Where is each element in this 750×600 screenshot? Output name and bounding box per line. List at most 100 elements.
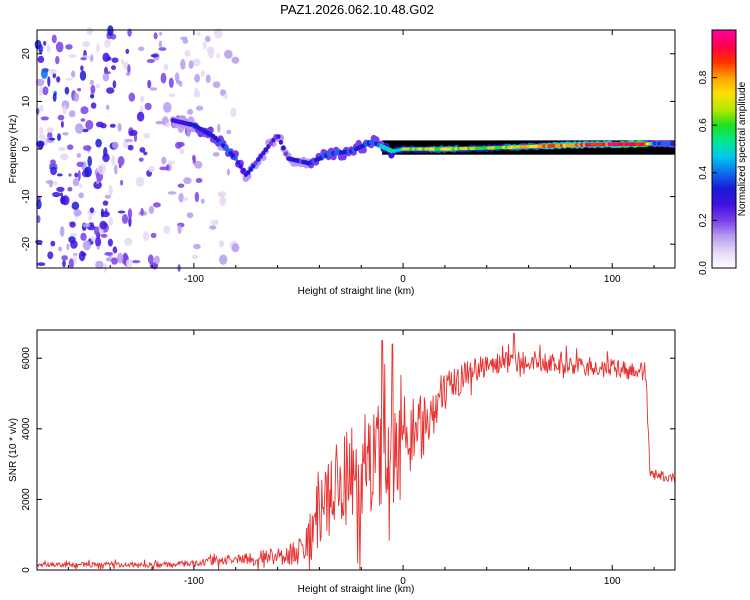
y-tick-label: 10 <box>21 95 32 107</box>
spectrogram-cell <box>168 93 176 98</box>
spectrogram-cell <box>95 138 102 148</box>
spectrogram-cell <box>90 235 97 242</box>
spectrogram-cell <box>143 151 148 156</box>
spectrogram-cell <box>85 120 94 130</box>
spectrogram-cell <box>53 181 58 186</box>
y-tick-label: 0 <box>21 567 32 573</box>
spectrogram-cell <box>216 53 220 59</box>
y-tick-label: -10 <box>21 189 32 204</box>
spectrogram-cell <box>55 56 60 65</box>
spectrogram-cell <box>163 225 171 234</box>
spectrogram-cell <box>140 207 144 216</box>
colorbar-tick-label: 0.4 <box>698 165 709 179</box>
spectrogram-cell <box>71 70 76 78</box>
x-tick-label: 100 <box>604 274 621 285</box>
spectrogram-cell <box>87 155 92 167</box>
spectrogram-cell <box>76 153 82 158</box>
spectrogram-cell <box>150 53 159 58</box>
spectrogram-cell <box>168 77 174 89</box>
spectrogram-cell <box>192 58 201 67</box>
snr-series-line <box>36 333 676 571</box>
spectrogram-cell <box>147 254 154 265</box>
spectrogram-cell <box>219 254 228 265</box>
spectrogram-cell <box>47 251 54 260</box>
spectrogram-cell <box>48 137 56 141</box>
spectrogram-cell <box>112 141 119 149</box>
spectrogram-cell <box>148 165 155 173</box>
spectrogram-cell <box>140 95 145 103</box>
spectrogram-cell <box>148 205 155 214</box>
spectrogram-cell <box>109 123 116 128</box>
spectrogram-ridge-core <box>253 160 258 166</box>
spectrogram-cell <box>61 255 68 261</box>
spectrogram-cell <box>149 87 158 91</box>
spectrogram-cell <box>70 240 78 249</box>
spectrogram-cell <box>84 166 92 178</box>
spectrogram-cell <box>105 104 110 111</box>
spectrogram-cell <box>56 173 63 177</box>
spectrogram-cell <box>39 104 44 112</box>
spectrogram-x-label: Height of straight line (km) <box>298 286 415 297</box>
spectrogram-cell <box>120 58 125 65</box>
spectrogram-cell <box>183 177 192 185</box>
spectrogram-cell <box>79 70 87 81</box>
spectrogram-cell <box>206 46 215 54</box>
spectrogram-cell <box>167 160 175 165</box>
spectrogram-cell <box>35 78 45 87</box>
colorbar-label: Normalized spectral amplitude <box>737 81 748 216</box>
spectrogram-cell <box>153 255 160 265</box>
spectrogram-cell <box>108 217 114 226</box>
spectrogram-ridge-halo <box>340 153 347 161</box>
spectrogram-cell <box>40 68 48 80</box>
x-tick-label: 100 <box>604 576 621 587</box>
spectrogram-cell <box>142 231 150 242</box>
spectrogram-cell <box>188 60 194 69</box>
spectrogram-cell <box>40 116 49 121</box>
spectrogram-cell <box>73 254 77 265</box>
spectrogram-cell <box>111 65 116 71</box>
spectrogram-ridge <box>169 115 676 182</box>
spectrogram-cell <box>95 260 104 270</box>
spectrogram-cell <box>106 87 115 94</box>
spectrogram-cell <box>117 122 122 132</box>
spectrogram-cell <box>178 192 184 203</box>
spectrogram-cell <box>58 146 66 152</box>
spectrogram-cell <box>136 111 145 122</box>
figure-title: PAZ1.2026.062.10.48.G02 <box>280 2 434 17</box>
spectrogram-cell <box>50 166 57 176</box>
spectrogram-cell <box>43 41 47 46</box>
spectrogram-cell <box>76 161 84 167</box>
spectrogram-cell <box>67 144 74 150</box>
spectrogram-cell <box>159 166 169 171</box>
spectrogram-cell <box>138 46 145 52</box>
spectrogram-cell <box>88 215 93 221</box>
spectrogram-cell <box>34 39 42 50</box>
spectrogram-cell <box>127 144 134 151</box>
spectrogram-ridge-core <box>271 137 276 143</box>
spectrogram-cell <box>175 141 182 149</box>
spectrogram-ridge-core <box>233 156 238 161</box>
spectrogram-cell <box>184 50 191 57</box>
spectrogram-cell <box>68 54 77 58</box>
spectrogram-cell <box>117 252 124 264</box>
spectrogram-cell <box>177 224 182 234</box>
spectrogram-cell <box>47 68 57 74</box>
spectrogram-cell <box>60 120 64 128</box>
spectrogram-cell <box>36 199 42 210</box>
spectrogram-cell <box>77 170 81 181</box>
x-tick-label: -100 <box>184 576 204 587</box>
spectrogram-cell <box>161 156 167 165</box>
spectrogram-cell <box>100 208 104 218</box>
spectrogram-cell <box>36 140 45 148</box>
spectrogram-cell <box>128 92 136 102</box>
colorbar: 0.0 0.2 0.4 0.6 0.8 Normalized spectral ampl… <box>698 29 748 275</box>
spectrogram-cell <box>223 93 228 99</box>
spectrogram-cell <box>147 80 152 89</box>
spectrogram-cell <box>127 28 132 37</box>
spectrogram-cell <box>177 183 185 188</box>
spectrogram-cell <box>129 129 138 136</box>
spectrogram-cell <box>121 214 129 224</box>
spectrogram-cell <box>194 160 203 169</box>
spectrogram-cell <box>78 192 84 199</box>
spectrogram-cell <box>67 186 73 192</box>
